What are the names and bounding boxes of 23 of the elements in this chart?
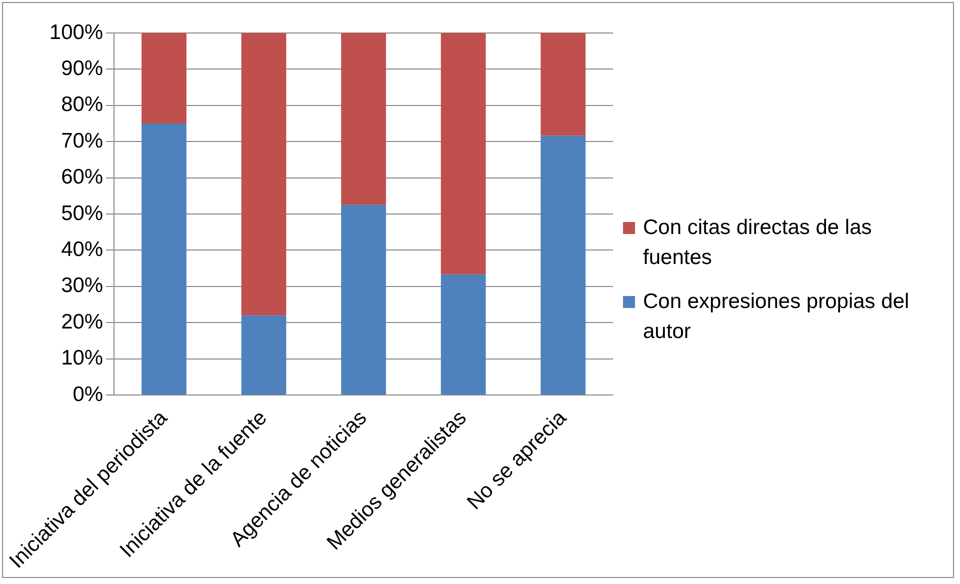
y-tick-label: 50% xyxy=(61,202,104,225)
y-tick-label: 80% xyxy=(61,93,104,116)
y-tick-label: 40% xyxy=(61,238,104,261)
y-tick-label: 30% xyxy=(61,274,104,298)
y-tick-label: 70% xyxy=(61,129,104,152)
bar xyxy=(142,33,186,124)
bar xyxy=(341,204,386,394)
legend-label: Con expresiones propias del autor xyxy=(643,289,910,345)
y-tick-label: 0% xyxy=(72,382,104,406)
bar xyxy=(540,33,586,136)
y-tick-label: 10% xyxy=(61,346,104,370)
y-tick-label: 90% xyxy=(61,56,104,80)
legend-label: Con citas directas de las fuentes xyxy=(643,215,873,271)
bar xyxy=(540,136,586,394)
bar xyxy=(142,123,186,394)
y-tick-label: 100% xyxy=(49,20,104,44)
bar xyxy=(241,315,286,394)
bar xyxy=(341,33,386,205)
y-tick-label: 60% xyxy=(61,166,104,189)
bar xyxy=(241,33,286,316)
bar xyxy=(440,274,486,394)
y-tick-label: 20% xyxy=(61,310,104,334)
bar xyxy=(440,33,486,274)
